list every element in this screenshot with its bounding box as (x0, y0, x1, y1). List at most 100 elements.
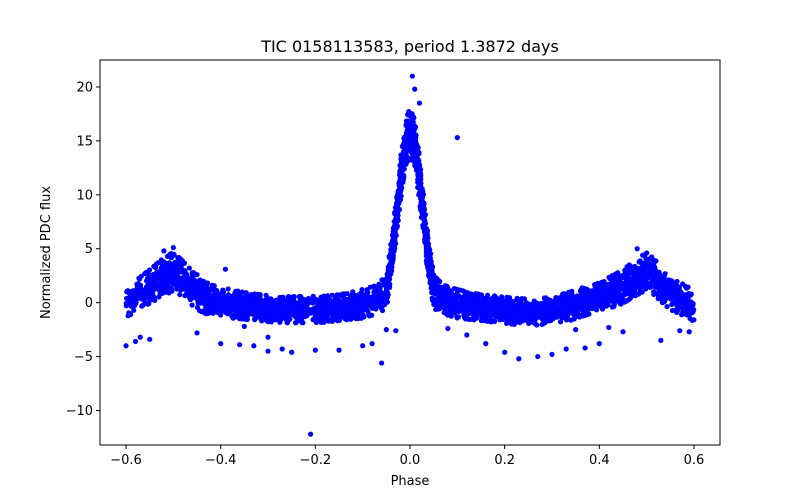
data-point (631, 288, 638, 294)
data-point (543, 295, 549, 301)
data-point (188, 287, 194, 293)
data-point (627, 279, 633, 285)
data-point (551, 306, 557, 312)
data-point (640, 252, 646, 258)
data-point (321, 311, 328, 317)
data-point (409, 117, 416, 123)
data-point (441, 297, 447, 303)
data-point (177, 292, 183, 298)
data-point (218, 308, 224, 314)
data-point (593, 307, 600, 313)
data-point (431, 283, 437, 289)
data-point (636, 270, 642, 276)
data-point (430, 279, 436, 285)
data-point (653, 272, 659, 278)
data-point (176, 259, 183, 265)
data-point (251, 343, 257, 349)
data-point (364, 301, 370, 307)
data-point (635, 283, 641, 290)
data-point (502, 349, 508, 355)
data-point (415, 176, 421, 182)
data-point (674, 308, 681, 314)
data-point (263, 292, 269, 298)
data-point (422, 211, 428, 218)
data-point (418, 180, 424, 186)
data-point (283, 305, 289, 311)
data-point (669, 285, 675, 292)
data-point (125, 313, 131, 319)
data-point (342, 302, 349, 308)
data-point (230, 315, 236, 321)
data-point (478, 292, 485, 298)
data-point (559, 315, 565, 321)
data-point (531, 310, 537, 316)
data-point (296, 301, 303, 307)
data-point (147, 275, 153, 281)
data-point (358, 296, 364, 302)
data-point (569, 288, 575, 294)
data-point (634, 246, 640, 252)
data-point (465, 307, 471, 314)
data-point (516, 356, 522, 362)
data-point (179, 285, 185, 292)
x-tick-label: 0.4 (589, 453, 610, 468)
data-point (152, 282, 158, 288)
data-point (194, 304, 201, 311)
data-point (338, 292, 344, 298)
data-point (657, 285, 663, 291)
data-point (242, 300, 248, 306)
data-point (547, 297, 553, 303)
data-point (275, 310, 281, 316)
data-point (131, 307, 137, 313)
data-point (503, 320, 510, 327)
data-point (255, 310, 262, 316)
x-tick-label: −0.6 (110, 453, 142, 468)
data-point (541, 313, 548, 319)
data-point (194, 330, 200, 336)
data-point (507, 317, 513, 323)
data-point (284, 320, 290, 326)
data-point (137, 334, 143, 340)
data-point (380, 292, 386, 298)
data-point (361, 314, 367, 320)
data-point (436, 284, 442, 290)
data-point (249, 303, 255, 309)
data-point (336, 347, 342, 353)
y-tick-label: 5 (85, 242, 93, 257)
data-point (600, 301, 606, 307)
data-point (201, 307, 207, 314)
data-point (616, 273, 623, 279)
data-point (355, 315, 361, 322)
data-point (286, 309, 292, 315)
data-point (413, 132, 419, 138)
data-point (599, 281, 605, 287)
data-point (193, 294, 199, 300)
x-axis: −0.6 −0.4 −0.2 0.0 0.2 0.4 0.6 (110, 445, 704, 468)
data-point (545, 318, 552, 324)
data-point (446, 305, 452, 311)
data-point (579, 285, 585, 291)
data-point (527, 305, 533, 312)
data-point (236, 302, 243, 309)
data-point (596, 341, 602, 347)
data-point (241, 323, 247, 329)
data-point (384, 290, 390, 296)
data-point (568, 298, 574, 304)
data-point (451, 306, 457, 313)
data-point (532, 320, 538, 327)
data-point (573, 327, 579, 333)
data-point (266, 316, 273, 322)
data-point (279, 346, 285, 352)
data-point (162, 273, 169, 279)
data-point (213, 287, 220, 294)
data-point (133, 299, 139, 305)
data-point (368, 294, 374, 300)
y-tick-label: 0 (85, 296, 93, 311)
data-point (652, 267, 659, 273)
data-point (344, 311, 350, 317)
data-point (411, 124, 417, 131)
data-point (161, 248, 167, 254)
data-point (616, 292, 622, 298)
data-point (236, 298, 243, 304)
